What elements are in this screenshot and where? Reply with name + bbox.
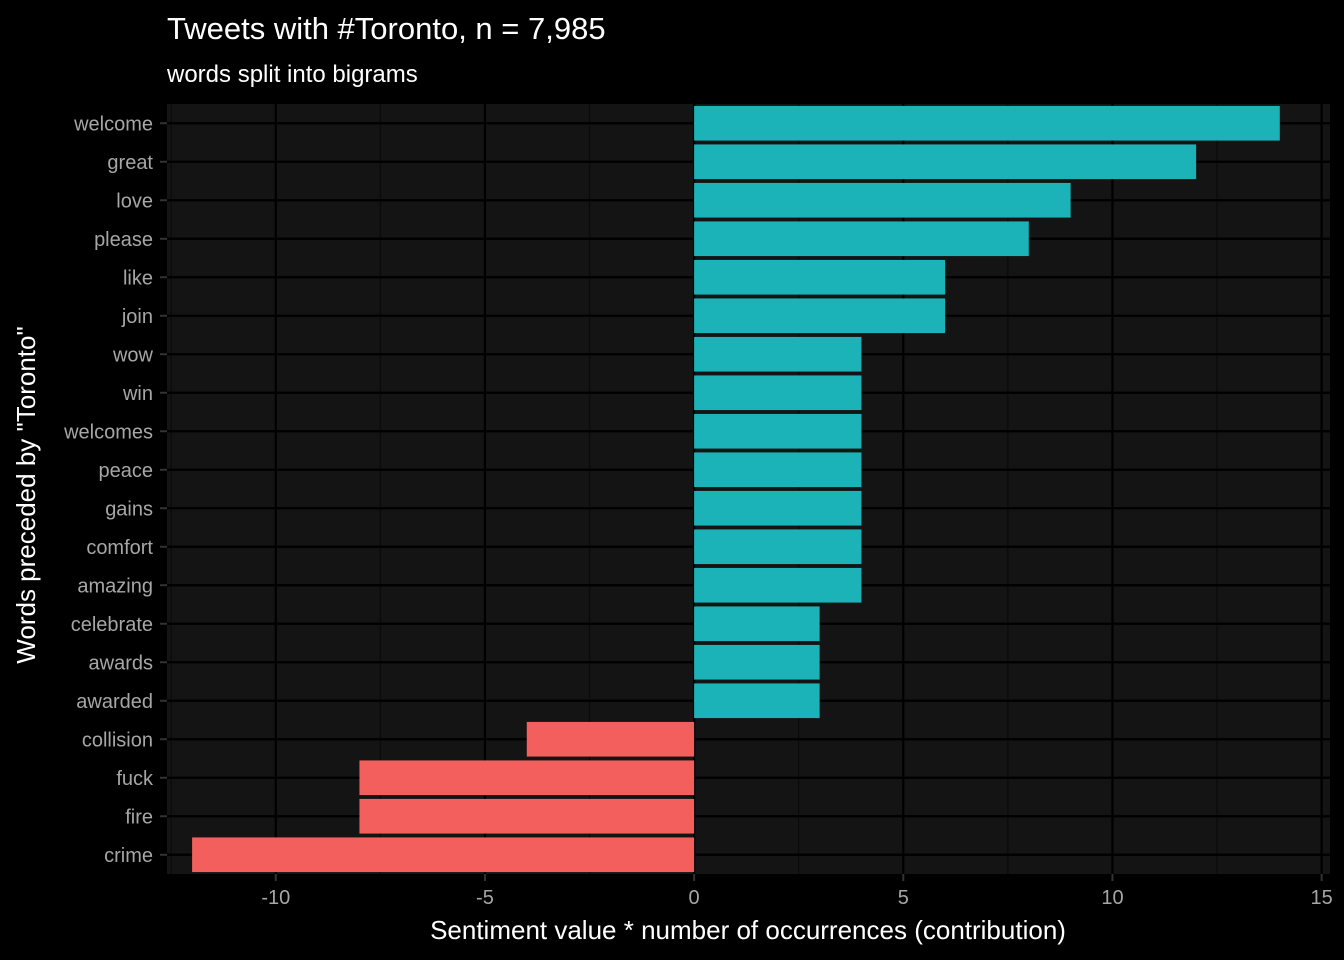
- y-tick-label: awards: [89, 652, 153, 674]
- y-tick-label: awarded: [76, 691, 153, 713]
- y-tick-label: join: [121, 306, 153, 328]
- x-tick-label: 15: [1311, 887, 1333, 909]
- bar-fire: [359, 798, 695, 834]
- bar-fuck: [359, 760, 695, 796]
- x-tick-label: -10: [261, 887, 290, 909]
- bar-wow: [694, 336, 862, 372]
- y-tick-label: fuck: [116, 768, 154, 790]
- x-tick-label: 0: [689, 887, 700, 909]
- x-tick-label: 5: [898, 887, 909, 909]
- x-axis: -10 -5 0 5 10 15: [261, 874, 1333, 909]
- y-tick-label: welcome: [73, 113, 153, 135]
- bar-awarded: [694, 683, 820, 719]
- bar-celebrate: [694, 606, 820, 642]
- y-tick-label: welcomes: [63, 421, 153, 443]
- bar-welcome: [694, 105, 1280, 141]
- bar-gains: [694, 490, 862, 526]
- y-axis: welcome great love please like join wow win welc…: [63, 113, 167, 867]
- x-tick-label: -5: [476, 887, 494, 909]
- y-tick-label: win: [122, 383, 153, 405]
- y-tick-label: collision: [82, 729, 153, 751]
- y-tick-label: celebrate: [71, 614, 153, 636]
- bar-love: [694, 182, 1071, 218]
- bars: [192, 105, 1280, 873]
- y-tick-label: please: [94, 229, 153, 251]
- y-tick-label: peace: [99, 460, 154, 482]
- bar-join: [694, 298, 946, 334]
- bar-peace: [694, 452, 862, 488]
- x-tick-label: 10: [1101, 887, 1123, 909]
- y-tick-label: crime: [104, 845, 153, 867]
- bar-amazing: [694, 567, 862, 603]
- chart-title: Tweets with #Toronto, n = 7,985: [167, 11, 606, 46]
- y-tick-label: fire: [125, 806, 153, 828]
- bar-awards: [694, 644, 820, 680]
- y-tick-label: love: [116, 190, 153, 212]
- x-axis-title: Sentiment value * number of occurrences …: [430, 915, 1066, 945]
- bar-please: [694, 221, 1029, 257]
- bar-crime: [192, 837, 695, 873]
- chart-subtitle: words split into bigrams: [166, 61, 418, 88]
- bar-great: [694, 144, 1197, 180]
- y-tick-label: like: [123, 267, 153, 289]
- bar-win: [694, 375, 862, 411]
- bar-welcomes: [694, 413, 862, 449]
- y-tick-label: comfort: [86, 537, 153, 559]
- y-tick-label: wow: [112, 344, 154, 366]
- y-tick-label: amazing: [77, 575, 153, 597]
- y-tick-label: gains: [105, 498, 153, 520]
- y-tick-label: great: [107, 152, 153, 174]
- plot-panel: [167, 104, 1330, 874]
- y-axis-title: Words preceded by "Toronto": [11, 326, 41, 663]
- bar-comfort: [694, 529, 862, 565]
- bar-collision: [526, 721, 695, 757]
- bar-like: [694, 259, 946, 295]
